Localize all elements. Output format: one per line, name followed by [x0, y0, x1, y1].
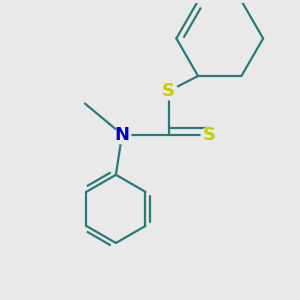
Text: N: N: [115, 125, 130, 143]
Text: S: S: [162, 82, 175, 100]
Text: S: S: [202, 125, 215, 143]
